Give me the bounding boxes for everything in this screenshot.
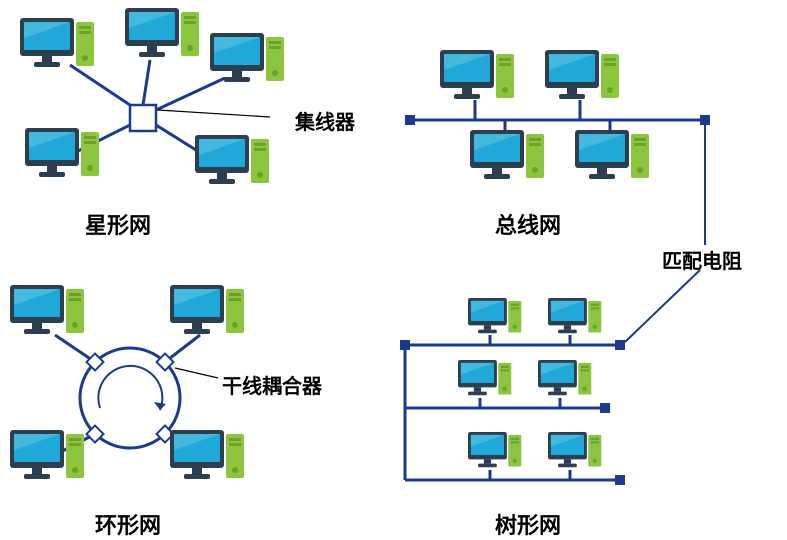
tree-title: 树形网 xyxy=(495,508,561,540)
hub-annotation: 集线器 xyxy=(295,106,355,135)
coupler-annotation: 干线耦合器 xyxy=(222,370,322,399)
ring-title: 环形网 xyxy=(95,508,161,540)
bus-title: 总线网 xyxy=(495,208,561,240)
star-title: 星形网 xyxy=(85,208,151,240)
terminator-annotation: 匹配电阻 xyxy=(662,245,742,274)
